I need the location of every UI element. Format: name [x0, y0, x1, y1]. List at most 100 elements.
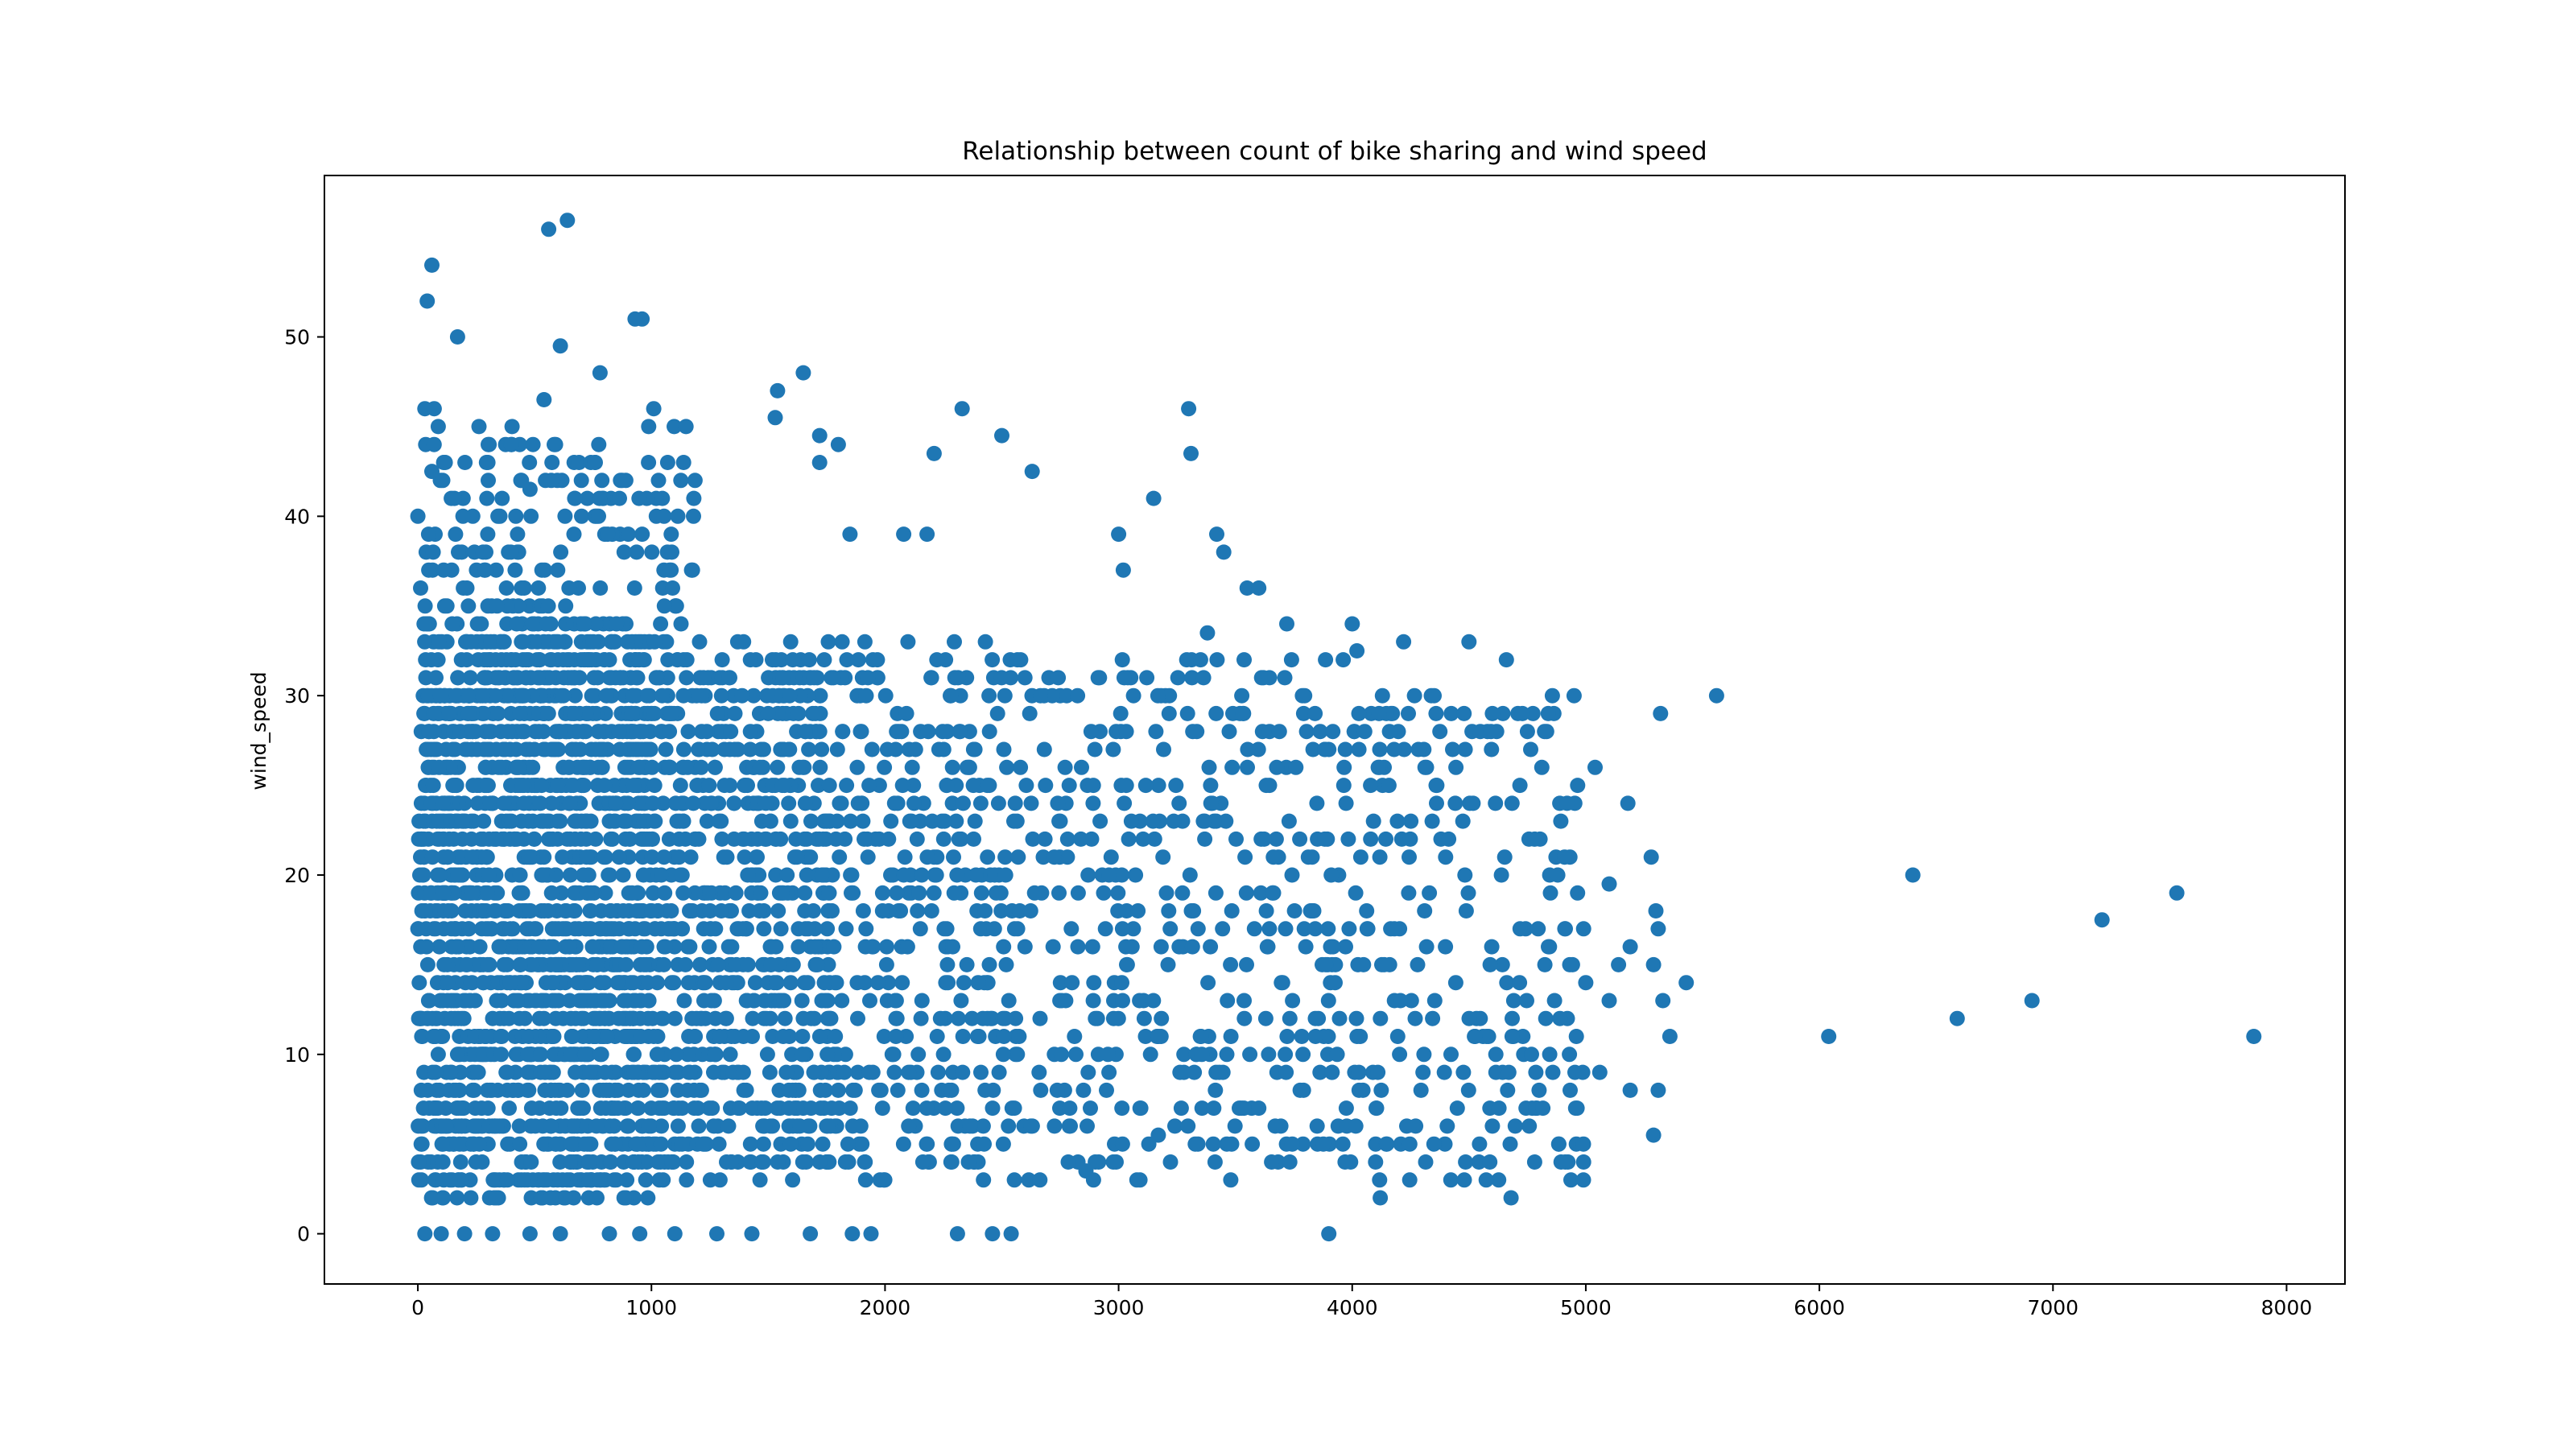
- data-point-2038: [935, 1046, 952, 1063]
- data-point-2920: [1570, 778, 1586, 794]
- data-point-2856: [1051, 670, 1067, 686]
- data-point-2853: [1258, 903, 1274, 919]
- data-point-2478: [723, 1154, 739, 1170]
- data-point-2411: [749, 849, 765, 865]
- data-point-1414: [582, 903, 598, 919]
- data-point-2025: [909, 831, 925, 847]
- data-point-780: [546, 1046, 562, 1063]
- data-point-2442: [789, 849, 805, 865]
- data-point-2798: [1114, 867, 1129, 883]
- data-point-1485: [680, 975, 696, 991]
- data-point-1352: [507, 831, 523, 847]
- data-point-3069: [1447, 795, 1463, 811]
- data-point-1795: [801, 741, 817, 758]
- data-point-1205: [794, 993, 810, 1009]
- data-point-2719: [1335, 1136, 1351, 1152]
- data-point-2451: [662, 759, 678, 775]
- data-point-1827: [618, 1029, 634, 1044]
- data-point-3021: [1389, 1029, 1406, 1044]
- data-point-3202: [659, 455, 675, 470]
- data-point-3257: [448, 526, 464, 543]
- data-point-2657: [1083, 1100, 1098, 1117]
- data-point-2341: [691, 741, 707, 758]
- data-point-2825: [1100, 1046, 1116, 1063]
- data-point-1380: [518, 670, 534, 686]
- data-point-3246: [620, 634, 636, 650]
- data-point-1813: [716, 849, 732, 865]
- data-point-915: [597, 885, 613, 901]
- data-point-3055: [1370, 759, 1386, 775]
- data-point-1658: [669, 813, 685, 829]
- data-point-3285: [547, 436, 564, 452]
- data-point-2736: [1180, 1118, 1196, 1134]
- data-point-1510: [770, 759, 786, 775]
- data-point-2834: [1304, 849, 1320, 865]
- data-point-3143: [1443, 1046, 1459, 1063]
- data-point-1723: [531, 939, 547, 955]
- data-point-2055: [668, 1046, 684, 1063]
- data-point-1587: [484, 1082, 500, 1098]
- data-point-2184: [708, 921, 724, 937]
- data-point-1752: [687, 1029, 704, 1044]
- data-point-3324: [489, 598, 505, 614]
- data-point-1535: [736, 1082, 752, 1098]
- data-point-1642: [548, 1136, 564, 1152]
- data-point-2969: [1521, 1118, 1538, 1134]
- data-point-2930: [1499, 975, 1515, 991]
- data-point-2351: [853, 724, 869, 740]
- data-point-3039: [1505, 993, 1521, 1009]
- data-point-2014: [707, 759, 723, 775]
- data-point-913: [603, 1154, 619, 1170]
- data-point-1944: [716, 741, 733, 758]
- data-point-1695: [765, 1029, 781, 1044]
- data-point-3365: [426, 401, 442, 417]
- data-point-1760: [543, 1082, 559, 1098]
- data-point-1995: [645, 831, 660, 847]
- data-point-3163: [523, 508, 539, 524]
- data-point-3385: [1209, 526, 1224, 543]
- data-point-3270: [492, 508, 508, 524]
- data-point-2901: [1183, 903, 1199, 919]
- data-point-2208: [935, 831, 952, 847]
- data-point-3164: [641, 419, 657, 435]
- data-point-1592: [432, 687, 448, 704]
- data-point-3354: [449, 329, 465, 345]
- data-point-3436: [601, 1226, 617, 1242]
- data-point-2459: [752, 759, 768, 775]
- data-point-3299: [496, 634, 511, 650]
- data-point-1978: [877, 759, 893, 775]
- data-point-2075: [956, 795, 971, 811]
- data-point-3346: [540, 598, 556, 614]
- data-point-1460: [737, 849, 753, 865]
- data-point-1052: [588, 616, 604, 632]
- data-point-1779: [460, 705, 477, 721]
- data-point-1471: [799, 975, 815, 991]
- data-point-3135: [1538, 1010, 1554, 1026]
- data-point-1667: [519, 1082, 535, 1098]
- data-point-2860: [1312, 724, 1328, 740]
- data-point-3180: [494, 490, 510, 506]
- data-point-2994: [1359, 921, 1375, 937]
- data-point-1529: [462, 993, 478, 1009]
- data-point-2446: [759, 687, 775, 704]
- data-point-1064: [530, 634, 545, 650]
- data-point-779: [619, 1172, 635, 1188]
- data-point-2345: [870, 975, 886, 991]
- data-point-2280: [835, 724, 851, 740]
- x-tick-label-1000: 1000: [625, 1296, 677, 1319]
- data-point-3005: [1348, 1010, 1364, 1026]
- data-point-226: [449, 1190, 465, 1206]
- data-point-2065: [975, 1118, 991, 1134]
- data-point-2960: [1402, 1172, 1418, 1188]
- data-point-3031: [1392, 1046, 1408, 1063]
- data-point-1427: [576, 867, 592, 883]
- data-point-972: [449, 1046, 465, 1063]
- data-point-1049: [431, 813, 448, 829]
- data-point-3313: [550, 634, 566, 650]
- data-point-2333: [658, 741, 674, 758]
- data-point-1487: [659, 670, 675, 686]
- data-point-1003: [454, 1118, 470, 1134]
- data-point-2393: [742, 1136, 758, 1152]
- data-point-1134: [592, 1172, 608, 1188]
- data-point-2603: [1062, 1100, 1078, 1117]
